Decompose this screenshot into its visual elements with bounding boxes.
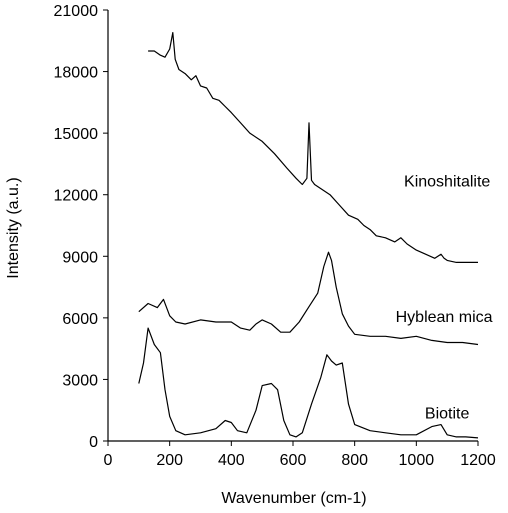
y-tick-label: 15000 (54, 126, 99, 143)
y-tick-label: 18000 (54, 65, 99, 82)
series-line-biotite (138, 327, 479, 439)
y-tick-label: 21000 (54, 3, 99, 20)
x-tick-label: 200 (156, 452, 183, 469)
y-tick-label: 12000 (54, 188, 99, 205)
x-tick-label: 800 (341, 452, 368, 469)
series-line-hyblean-mica (138, 251, 479, 346)
x-tick-label: 1000 (399, 452, 435, 469)
series-lines (138, 32, 479, 439)
y-tick-label: 3000 (62, 372, 98, 389)
x-axis-label: Wavenumber (cm-1) (221, 490, 366, 507)
series-line-kinoshitalite (148, 32, 478, 263)
series-label-kinoshitalite: Kinoshitalite (404, 174, 490, 191)
series-label-biotite: Biotite (425, 405, 470, 422)
x-tick-label: 400 (218, 452, 245, 469)
y-tick-label: 9000 (62, 249, 98, 266)
series-label-hyblean-mica: Hyblean mica (396, 309, 493, 326)
y-tick-label: 0 (89, 434, 98, 451)
y-tick-label: 6000 (62, 311, 98, 328)
x-tick-label: 1200 (460, 452, 496, 469)
x-tick-label: 0 (104, 452, 113, 469)
y-axis-label: Intensity (a.u.) (5, 177, 22, 278)
x-tick-label: 600 (280, 452, 307, 469)
ticks: 0 200 400 600 800 1000 12000300060009000120001… (54, 3, 496, 469)
series-labels: Kinoshitalite Hyblean mica Biotite (396, 174, 493, 423)
